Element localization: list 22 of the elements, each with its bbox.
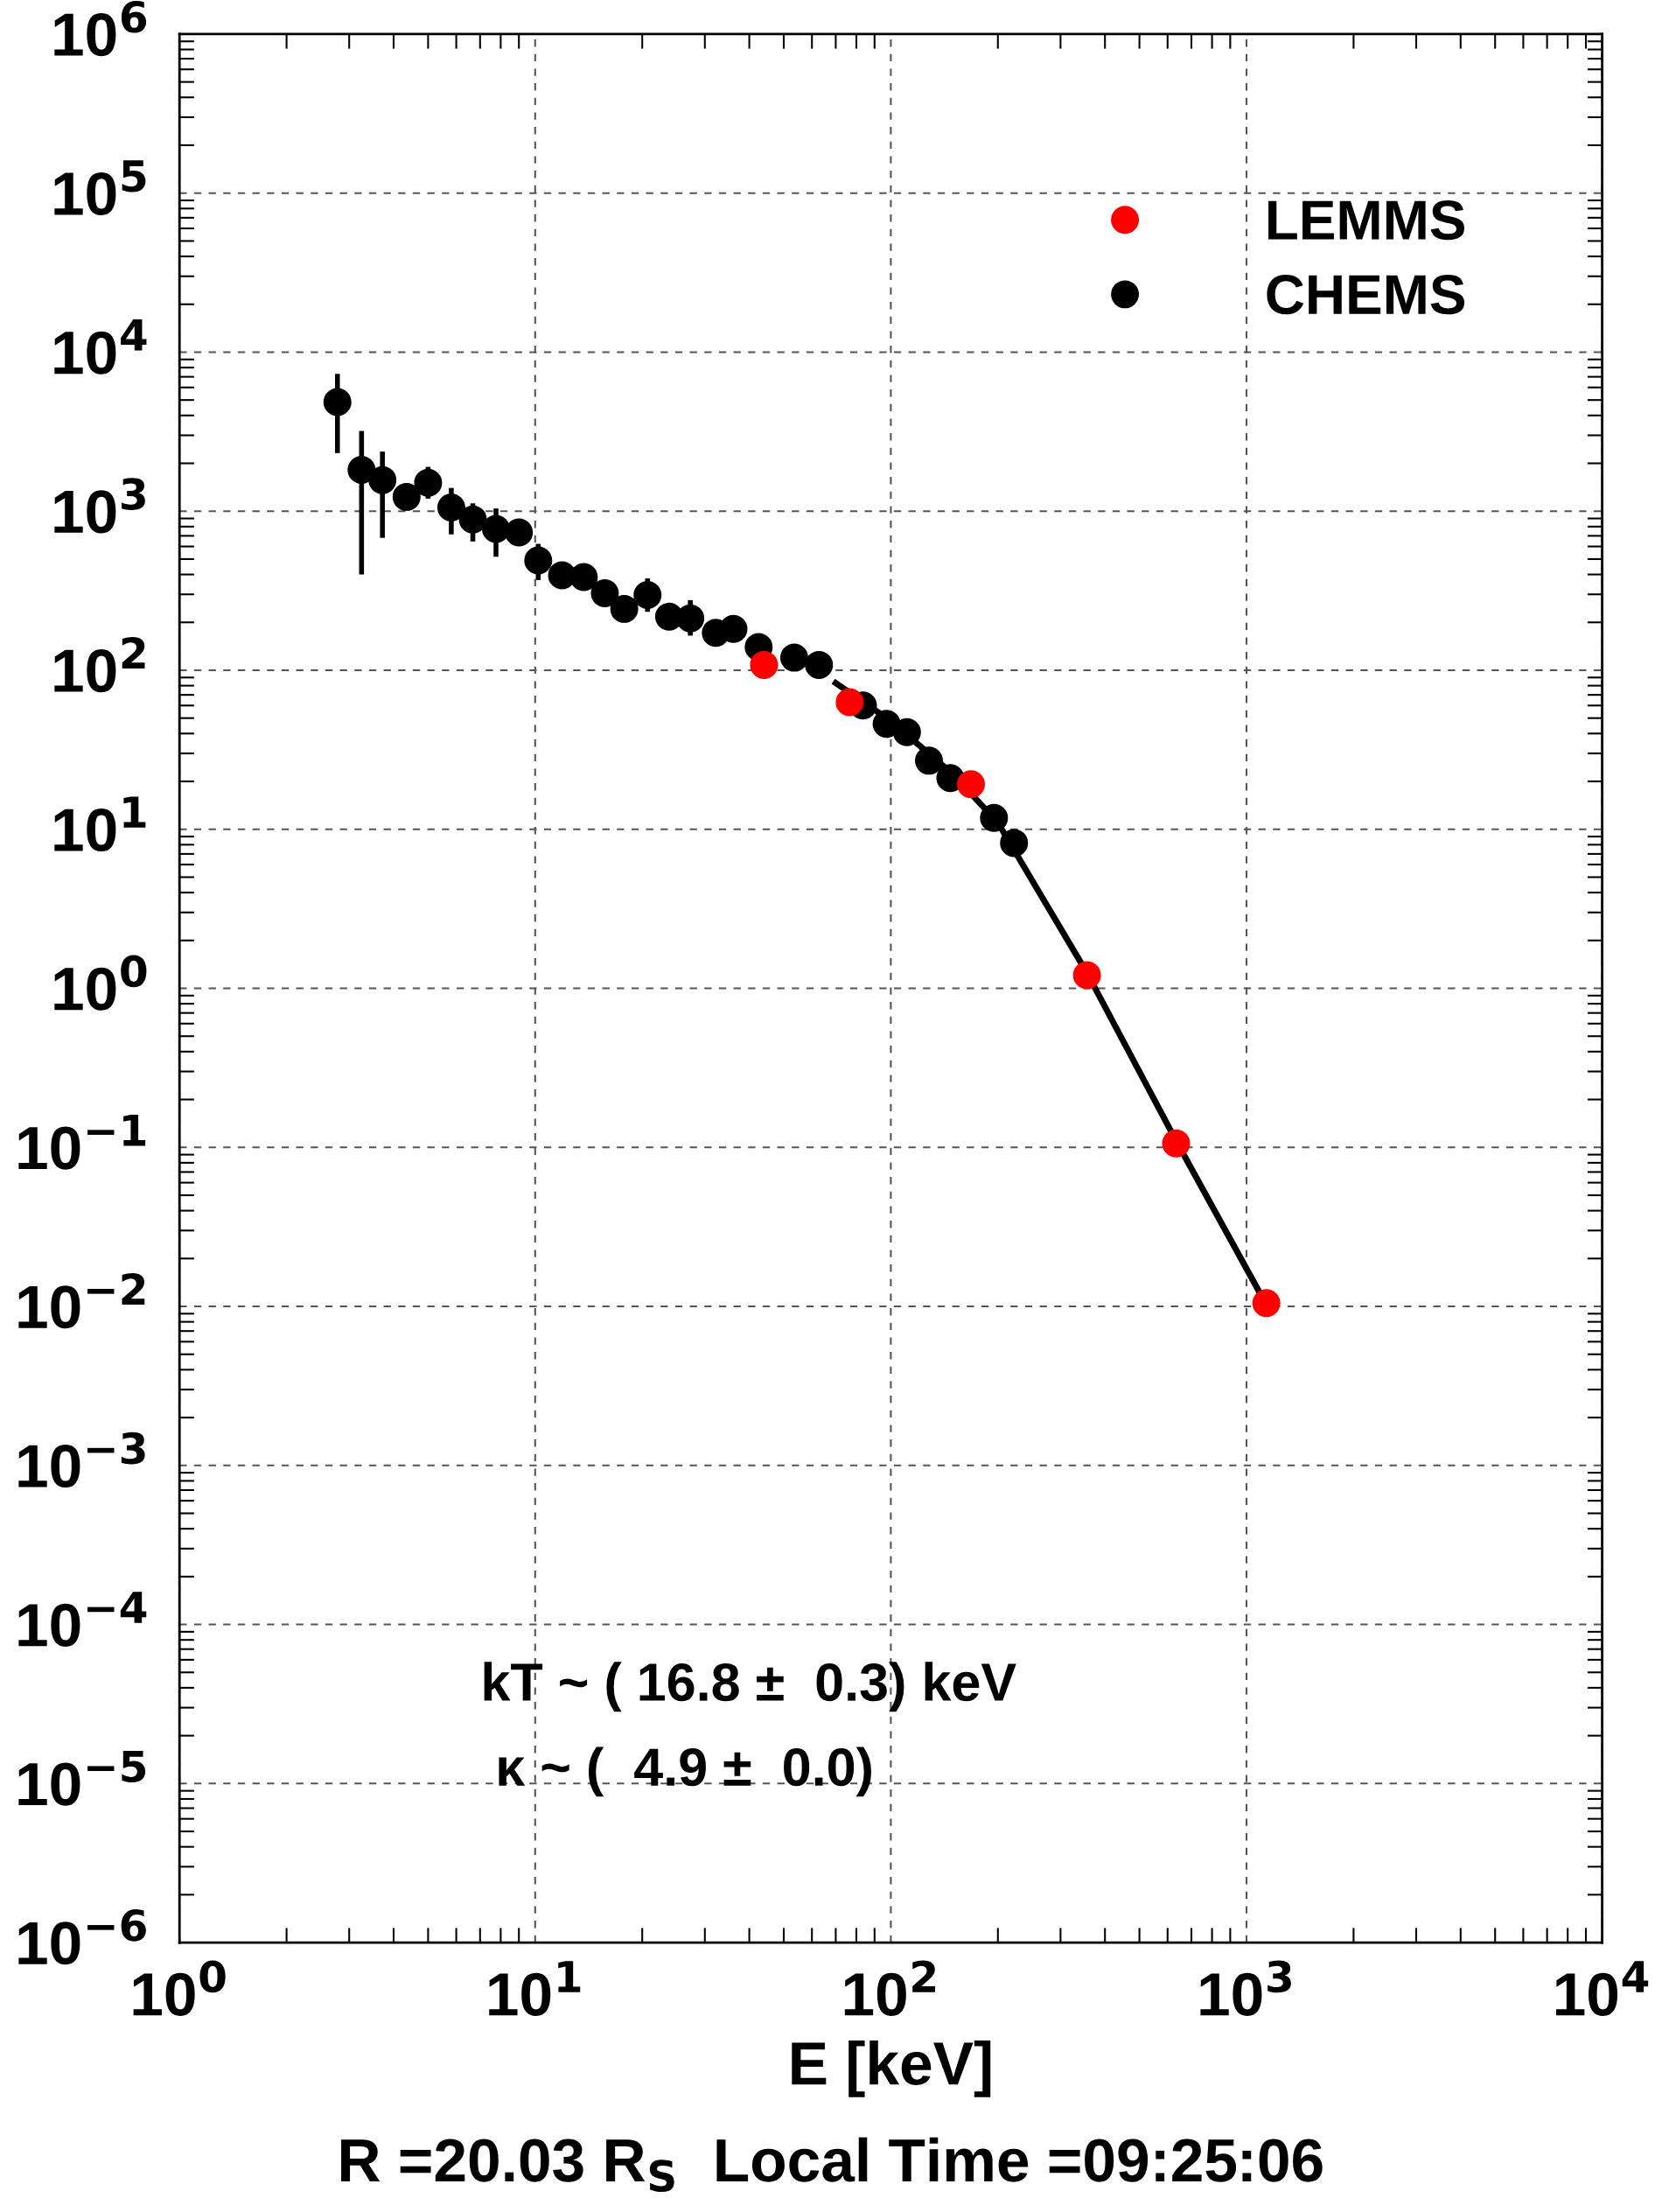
y-tick-label: 10$^{2}$ — [54, 636, 145, 693]
y-tick-label: 10$^{−4}$ — [18, 1592, 147, 1647]
x-tick-label: 10$^{3}$ — [1200, 1960, 1291, 2016]
y-tick-label: 10$^{4}$ — [54, 319, 147, 374]
y-tick-label: 10$^{5}$ — [54, 160, 146, 216]
text: R =20.03 R$_{S}$ Local Time =09:25:06 — [341, 2137, 1323, 2193]
y-tick-label: 10$^{0}$ — [54, 955, 147, 1011]
x-tick-label: 10$^{1}$ — [489, 1961, 581, 2016]
x-tick-label: 10$^{4}$ — [1556, 1961, 1649, 2016]
legend-label: CHEMS — [1267, 275, 1465, 315]
y-tick-label: 10$^{−1}$ — [18, 1114, 146, 1170]
y-tick-label: 10$^{1}$ — [54, 796, 146, 852]
legend-label: LEMMS — [1268, 200, 1464, 241]
y-tick-label: 10$^{−2}$ — [18, 1273, 145, 1329]
y-tick-label: 10$^{6}$ — [54, 0, 147, 57]
annotation: kT ~ ( 16.8 ± 0.3) keV — [484, 1662, 1016, 1712]
y-tick-label: 10$^{−5}$ — [18, 1750, 146, 1806]
x-tick-label: 10$^{2}$ — [844, 1960, 935, 2016]
x-axis-title: E [keV] — [792, 2040, 991, 2097]
y-tick-label: 10$^{−3}$ — [18, 1432, 145, 1488]
y-tick-label: 10$^{3}$ — [54, 478, 145, 534]
annotation: κ ~ ( 4.9 ± 0.0) — [499, 1746, 871, 1797]
